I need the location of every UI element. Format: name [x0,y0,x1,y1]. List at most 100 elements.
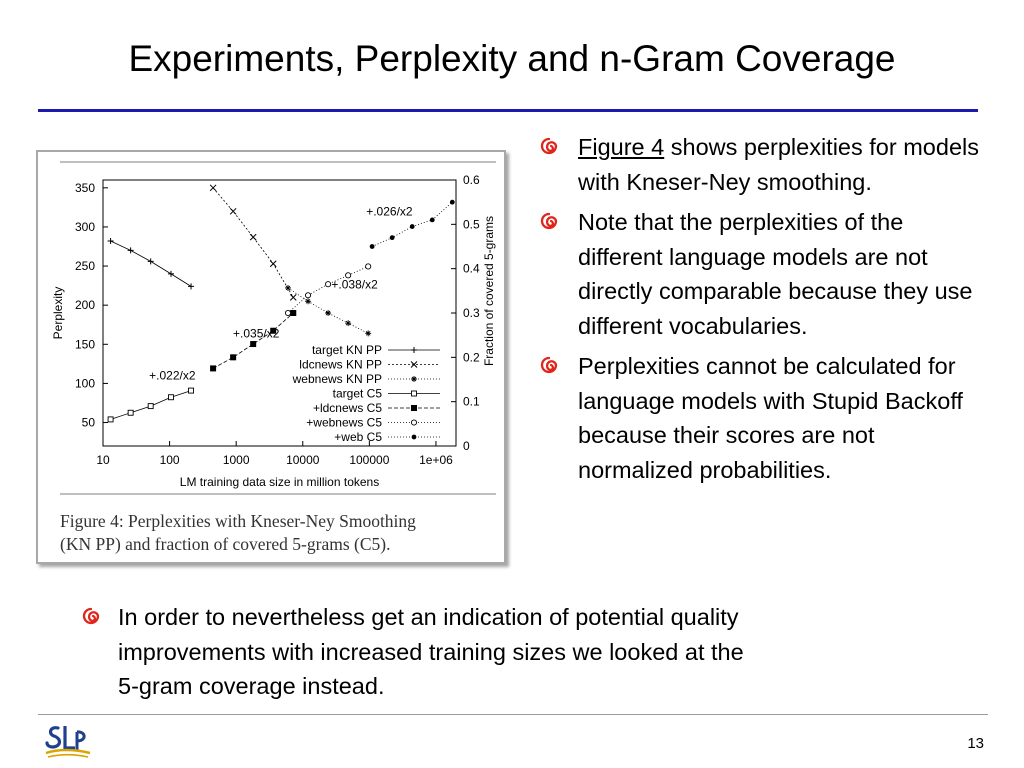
legend-label: target KN PP [312,343,382,357]
x-axis-label: LM training data size in million tokens [180,475,379,489]
figure-4-link[interactable]: Figure 4 [578,134,665,160]
bullet-text: Note that the perplexities of the differ… [578,209,973,339]
data-point [284,309,292,317]
data-point [127,409,134,416]
legend-marker [411,434,417,440]
y-tick-label: 250 [75,259,95,273]
data-point [188,283,195,290]
plot-frame [102,179,457,447]
legend-marker [411,376,417,382]
data-point [249,233,257,241]
bullet-vocabulary-note: Note that the perplexities of the differ… [538,205,983,343]
bullet-line: In order to nevertheless get an indicati… [118,604,739,630]
data-point [345,320,352,327]
y-tick-label: 100 [75,376,95,390]
legend-label: +ldcnews C5 [313,401,382,415]
bullet-coverage-note: In order to nevertheless get an indicati… [80,600,938,704]
x-tick-label: 10000 [286,453,320,467]
data-point [107,416,114,423]
data-point [230,354,237,361]
legend-marker [410,361,418,368]
legend-label: target C5 [333,387,383,401]
series-line-1 [212,187,294,298]
data-point [429,217,435,223]
y2-tick-label: 0.5 [463,217,480,231]
figure-caption-line-2: (KN PP) and fraction of covered 5-grams … [60,534,391,554]
series-line-4 [212,312,294,369]
legend-label: ldcnews KN PP [299,358,382,372]
slide-title: Experiments, Perplexity and n-Gram Cover… [128,38,896,79]
y2-axis-label: Fraction of covered 5-grams [482,216,496,366]
data-point [147,403,154,410]
data-point [269,260,277,268]
swirl-bullet-icon [540,212,558,230]
bullet-line: 5-gram coverage instead. [118,673,385,699]
figure-caption-line-1: Figure 4: Perplexities with Kneser-Ney S… [60,511,416,531]
legend-marker [411,405,417,411]
data-point [284,284,291,291]
x-tick-label: 100 [160,453,180,467]
data-point [209,184,217,192]
data-point [188,387,194,394]
data-point [250,341,257,348]
data-point [107,238,114,245]
data-point [270,327,277,334]
swirl-bullet-icon [540,356,558,374]
bullet-stupid-backoff-note: Perplexities cannot be calculated for la… [538,349,983,487]
data-point [305,298,312,305]
slp-logo-icon [45,726,91,758]
y2-tick-label: 0.2 [463,350,480,364]
page-number: 13 [967,735,984,752]
title-divider [38,109,978,112]
y2-tick-label: 0 [463,439,470,453]
legend-marker [410,419,418,426]
figure-caption: Figure 4: Perplexities with Kneser-Ney S… [60,510,500,556]
y-tick-label: 300 [75,220,95,234]
legend-label: +webnews C5 [306,416,382,430]
data-point [449,199,455,205]
y-tick-label: 350 [75,181,95,195]
footer-divider [38,714,988,715]
data-point [389,235,395,241]
data-point [289,293,297,301]
legend-label: +web C5 [334,430,382,444]
series-line-5 [287,266,369,314]
x-tick-label: 100000 [349,453,389,467]
data-point [168,394,174,401]
figure-4-image: 50 100 150 200 250 300 350 0 0.1 0.2 0.3 0.4 0.5 0.6 1… [36,150,506,564]
y-tick-label: 200 [75,298,95,312]
x-tick-label: 1000 [223,453,250,467]
bullet-text: Perplexities cannot be calculated for la… [578,353,963,483]
bullet-text: shows perplexities for models with Knese… [578,134,979,195]
data-point [304,292,312,299]
annotation-label: +.038/x2 [331,278,378,292]
data-point [325,281,332,288]
bullet-figure-reference: Figure 4 shows perplexities for models w… [538,130,983,199]
data-point [369,244,375,249]
y2-tick-label: 0.6 [463,173,480,187]
data-point [409,224,415,229]
data-point [365,263,372,270]
annotation-label: +.022/x2 [149,369,196,383]
bullet-list: Figure 4 shows perplexities for models w… [538,130,983,493]
bullet-line: improvements with increased training siz… [118,638,744,665]
x-tick-label: 10 [96,453,110,467]
x-tick-label: 1e+06 [419,453,453,467]
y-tick-label: 150 [75,337,95,351]
legend-marker [411,390,417,397]
swirl-bullet-icon [82,607,100,625]
y-tick-label: 50 [82,416,96,430]
y-axis-label: Perplexity [51,287,65,340]
data-point [168,270,175,277]
data-point [127,247,134,254]
data-point [365,330,372,337]
y2-tick-label: 0.3 [463,306,480,320]
data-point [325,310,332,316]
data-point [210,365,217,372]
data-point [229,207,237,215]
data-point [345,272,352,279]
legend-marker [411,347,417,353]
annotation-label: +.026/x2 [366,204,413,218]
perplexity-coverage-chart: 50 100 150 200 250 300 350 0 0.1 0.2 0.3 0.4 0.5 0.6 1… [51,161,496,495]
y2-tick-label: 0.4 [463,262,480,276]
